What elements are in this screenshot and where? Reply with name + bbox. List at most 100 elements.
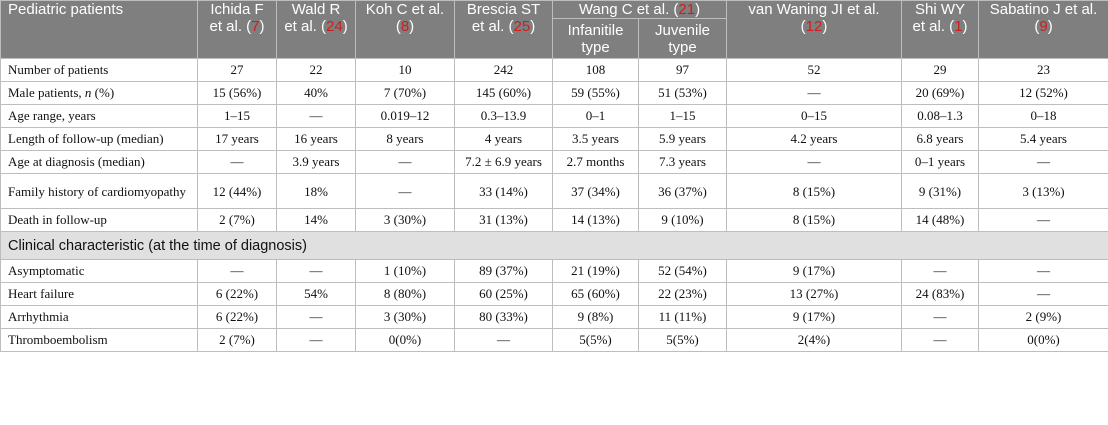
- cell: 20 (69%): [901, 81, 980, 105]
- cell: 2(4%): [726, 328, 903, 352]
- row-label: Thromboembolism: [0, 328, 198, 352]
- cell: —: [454, 328, 553, 352]
- cell: 0–15: [726, 104, 903, 128]
- cell: 242: [454, 58, 553, 82]
- ref-link[interactable]: 1: [954, 18, 963, 35]
- cell: 18%: [276, 173, 356, 209]
- ref-link[interactable]: 12: [805, 18, 823, 35]
- cell: 2 (7%): [197, 208, 277, 232]
- row-label: Heart failure: [0, 282, 198, 306]
- cell: 9 (8%): [552, 305, 639, 329]
- cell: 8 (15%): [726, 173, 903, 209]
- cell: 27: [197, 58, 277, 82]
- cell: 24 (83%): [901, 282, 980, 306]
- table-row: Asymptomatic — — 1 (10%) 89 (37%) 21 (19…: [0, 259, 1108, 283]
- header-juvenile-type: Juvenile type: [637, 18, 728, 59]
- cell: 10: [355, 58, 455, 82]
- cell: 7.3 years: [637, 150, 728, 174]
- cell: 3 (30%): [355, 208, 455, 232]
- cell: —: [726, 150, 903, 174]
- cell: —: [726, 81, 903, 105]
- cell: 0(0%): [978, 328, 1108, 352]
- row-label: Family history of cardiomyopathy: [0, 173, 198, 209]
- cell: 36 (37%): [637, 173, 728, 209]
- cell: 6.8 years: [901, 127, 980, 151]
- table-row: Thromboembolism 2 (7%) — 0(0%) — 5(5%) 5…: [0, 328, 1108, 352]
- cell: 1 (10%): [355, 259, 455, 283]
- cell: —: [355, 150, 455, 174]
- header-shi: Shi WY et al. (1): [901, 0, 980, 59]
- cell: 1–15: [197, 104, 277, 128]
- cell: 21 (19%): [552, 259, 639, 283]
- cell: 9 (10%): [637, 208, 728, 232]
- row-label: Age at diagnosis (median): [0, 150, 198, 174]
- cell: 6 (22%): [197, 305, 277, 329]
- ref-link[interactable]: 7: [251, 18, 260, 35]
- cell: 51 (53%): [637, 81, 728, 105]
- header-sabatino: Sabatino J et al. (9): [978, 0, 1108, 59]
- cell: 4.2 years: [726, 127, 903, 151]
- cell: 9 (31%): [901, 173, 980, 209]
- cell: 16 years: [276, 127, 356, 151]
- cell: 59 (55%): [552, 81, 639, 105]
- subheader-row: Infanitile type Juvenile type: [1, 18, 1108, 59]
- cell: 7 (70%): [355, 81, 455, 105]
- cell: 97: [637, 58, 728, 82]
- cell: 5.4 years: [978, 127, 1108, 151]
- cell: 12 (44%): [197, 173, 277, 209]
- section-title: Clinical characteristic (at the time of …: [0, 231, 1108, 260]
- header-infantile-type: Infanitile type: [552, 18, 639, 59]
- ref-link[interactable]: 24: [326, 18, 343, 35]
- cell: 80 (33%): [454, 305, 553, 329]
- row-label: Arrhythmia: [0, 305, 198, 329]
- cell: 3.5 years: [552, 127, 639, 151]
- cell: 8 (15%): [726, 208, 903, 232]
- row-label: Number of patients: [0, 58, 198, 82]
- cell: 4 years: [454, 127, 553, 151]
- cell: —: [978, 282, 1108, 306]
- row-label: Asymptomatic: [0, 259, 198, 283]
- header-ichida: Ichida F et al. (7): [197, 0, 277, 59]
- cell: 89 (37%): [454, 259, 553, 283]
- cell: 14 (48%): [901, 208, 980, 232]
- cell: —: [276, 328, 356, 352]
- header-wald: Wald R et al. (24): [276, 0, 356, 59]
- ref-link[interactable]: 25: [513, 18, 531, 35]
- cell: 52: [726, 58, 903, 82]
- cell: 65 (60%): [552, 282, 639, 306]
- table-row: Age range, years 1–15 — 0.019–12 0.3–13.…: [0, 104, 1108, 128]
- table-row: Death in follow-up 2 (7%) 14% 3 (30%) 31…: [0, 208, 1108, 232]
- table-row: Family history of cardiomyopathy 12 (44%…: [0, 173, 1108, 209]
- cell: 5(5%): [552, 328, 639, 352]
- cell: —: [901, 305, 980, 329]
- cell: 2 (9%): [978, 305, 1108, 329]
- cell: 14 (13%): [552, 208, 639, 232]
- header-pediatric-patients: Pediatric patients: [0, 0, 198, 59]
- cell: 29: [901, 58, 980, 82]
- cell: —: [197, 259, 277, 283]
- row-label: Male patients, n (%): [0, 81, 198, 105]
- cell: 0–1: [552, 104, 639, 128]
- cell: 11 (11%): [637, 305, 728, 329]
- cell: 3.9 years: [276, 150, 356, 174]
- cell: 0(0%): [355, 328, 455, 352]
- cell: 1–15: [637, 104, 728, 128]
- cell: 17 years: [197, 127, 277, 151]
- cell: 2 (7%): [197, 328, 277, 352]
- cell: 3 (13%): [978, 173, 1108, 209]
- cell: 145 (60%): [454, 81, 553, 105]
- header-van-waning: van Waning JI et al. (12): [726, 0, 903, 59]
- cell: 5(5%): [637, 328, 728, 352]
- table-row: Arrhythmia 6 (22%) — 3 (30%) 80 (33%) 9 …: [0, 305, 1108, 329]
- cell: —: [978, 208, 1108, 232]
- ref-link[interactable]: 8: [400, 18, 410, 35]
- cell: —: [276, 104, 356, 128]
- cell: 12 (52%): [978, 81, 1108, 105]
- section-row: Clinical characteristic (at the time of …: [0, 231, 1108, 260]
- ref-link[interactable]: 21: [678, 1, 696, 18]
- cell: 52 (54%): [637, 259, 728, 283]
- cell: 23: [978, 58, 1108, 82]
- ref-link[interactable]: 9: [1039, 18, 1048, 35]
- cell: 9 (17%): [726, 305, 903, 329]
- cell: 40%: [276, 81, 356, 105]
